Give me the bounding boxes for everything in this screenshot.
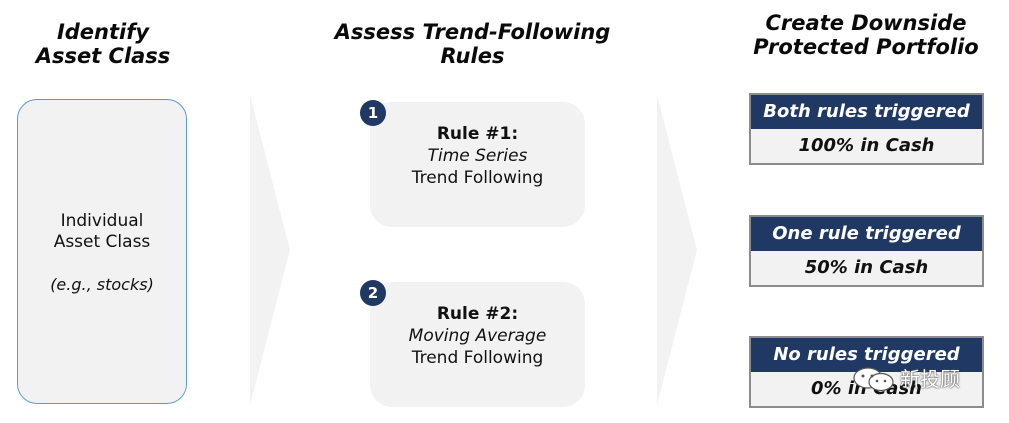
outcome-box-none: No rules triggered 0% in Cash	[749, 336, 984, 408]
rule-title: Rule #2:	[436, 304, 519, 324]
header-assess-rules: Assess Trend-Following Rules	[320, 20, 625, 68]
header-line: Protected Portfolio	[753, 35, 979, 59]
watermark-text: 新投顾	[900, 367, 960, 391]
rule-subtitle: Time Series	[427, 146, 528, 166]
header-line: Assess Trend-Following	[334, 20, 611, 44]
outcome-result: 50% in Cash	[804, 257, 929, 278]
rule-box-1: Rule #1: Time Series Trend Following	[370, 102, 585, 227]
asset-line: Individual	[60, 211, 144, 231]
rule-title: Rule #1:	[436, 124, 519, 144]
asset-example: (e.g., stocks)	[50, 275, 154, 294]
rule-number-badge: 1	[360, 100, 386, 126]
outcome-condition: Both rules triggered	[751, 95, 982, 129]
header-create-portfolio: Create Downside Protected Portfolio	[735, 11, 997, 59]
asset-class-box: Individual Asset Class (e.g., stocks)	[17, 99, 187, 404]
watermark: 新投顾	[852, 364, 987, 394]
outcome-box-both: Both rules triggered 100% in Cash	[749, 93, 984, 165]
wechat-icon	[853, 367, 894, 392]
header-line: Identify	[56, 20, 150, 44]
rule-number-badge: 2	[360, 280, 386, 306]
header-line: Asset Class	[35, 44, 171, 68]
header-line: Create Downside	[765, 11, 967, 35]
rule-footer: Trend Following	[411, 348, 544, 368]
outcome-result: 100% in Cash	[798, 135, 935, 156]
header-line: Rules	[440, 44, 505, 68]
outcome-box-one: One rule triggered 50% in Cash	[749, 215, 984, 287]
outcome-condition: One rule triggered	[751, 217, 982, 251]
chevron-arrow-icon	[250, 95, 290, 405]
rule-box-2: Rule #2: Moving Average Trend Following	[370, 282, 585, 407]
rule-footer: Trend Following	[411, 168, 544, 188]
asset-line: Asset Class	[53, 232, 151, 252]
rule-subtitle: Moving Average	[408, 326, 547, 346]
header-identify-asset-class: Identify Asset Class	[18, 20, 188, 68]
outcome-condition: No rules triggered	[751, 338, 982, 372]
chevron-arrow-icon	[657, 95, 697, 405]
